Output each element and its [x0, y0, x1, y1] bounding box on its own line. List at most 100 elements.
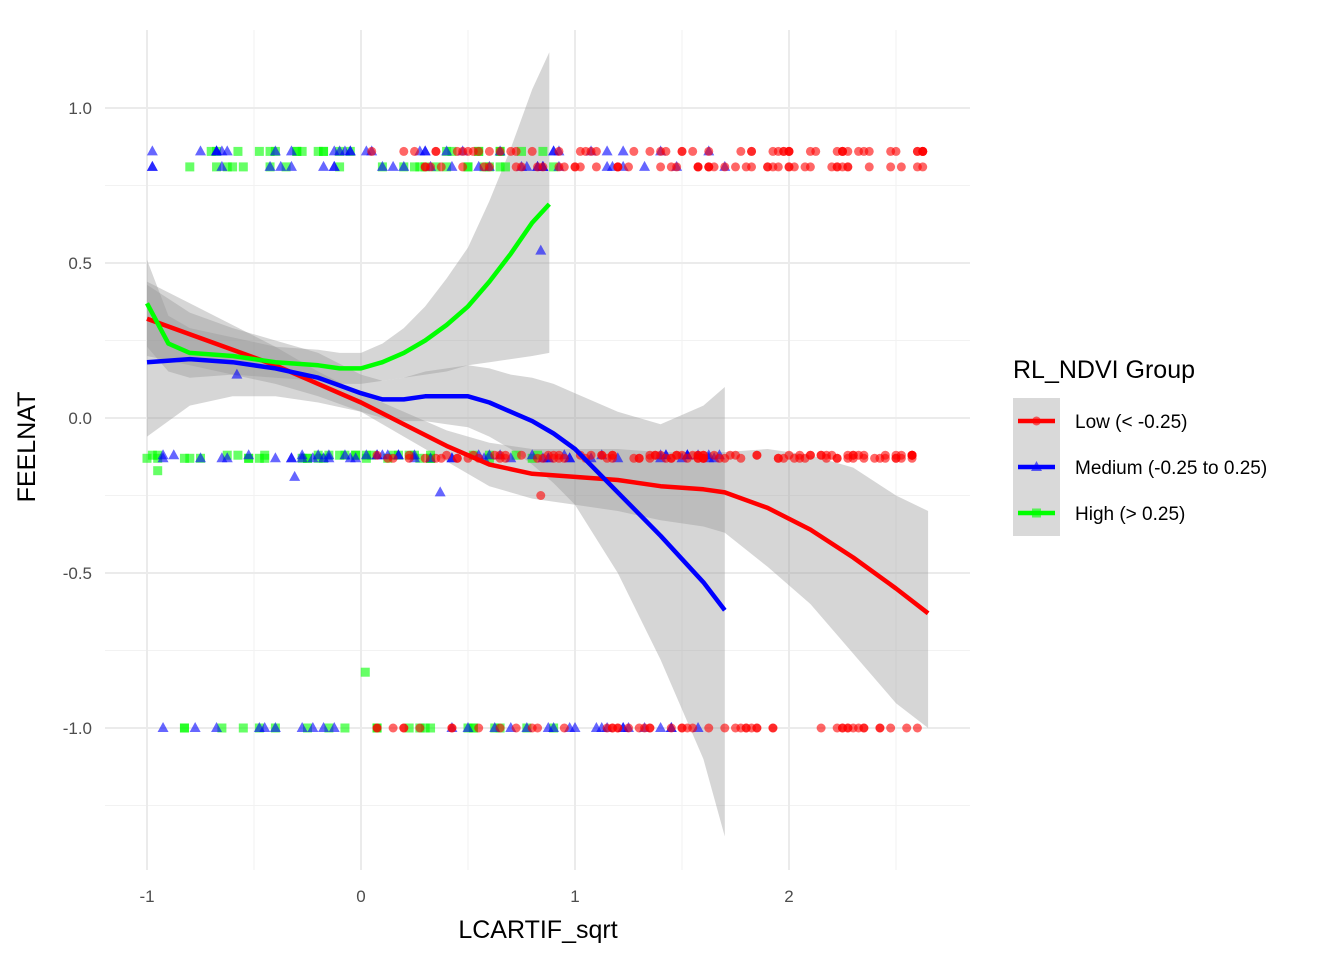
data-point	[693, 450, 703, 460]
data-point	[500, 450, 510, 460]
x-tick-label: 1	[570, 887, 579, 906]
data-point	[285, 160, 297, 171]
data-point	[891, 146, 901, 156]
data-point	[538, 162, 548, 172]
data-point	[854, 723, 864, 733]
data-point	[586, 450, 596, 460]
data-point	[720, 723, 730, 733]
data-point	[307, 452, 319, 463]
data-point	[399, 146, 409, 156]
data-point	[452, 453, 462, 463]
data-point	[527, 146, 537, 156]
data-point	[517, 162, 526, 172]
data-point	[736, 723, 746, 733]
data-point	[661, 146, 671, 156]
x-tick-label: -1	[139, 887, 154, 906]
data-point	[179, 723, 189, 733]
data-point	[222, 162, 232, 172]
data-point	[426, 723, 436, 733]
data-point	[704, 146, 714, 156]
data-point	[328, 160, 340, 171]
data-point	[344, 145, 356, 156]
data-point	[864, 162, 874, 172]
data-point	[398, 160, 410, 171]
y-axis-title: FEELNAT	[13, 392, 41, 503]
data-point	[805, 162, 815, 172]
data-point	[677, 450, 687, 460]
legend-label: High (> 0.25)	[1075, 504, 1185, 525]
data-point	[768, 146, 778, 156]
data-point	[795, 450, 805, 460]
data-point	[312, 449, 324, 460]
data-point	[484, 162, 494, 172]
data-point	[324, 723, 334, 733]
data-point	[468, 723, 478, 733]
data-point	[289, 470, 301, 481]
data-point	[747, 146, 757, 156]
confidence-ribbon	[147, 52, 550, 384]
data-point	[157, 449, 169, 460]
data-point	[211, 722, 223, 732]
data-point	[495, 146, 505, 156]
data-point	[704, 162, 714, 172]
data-point	[645, 146, 655, 156]
data-point	[543, 450, 553, 460]
data-point	[297, 146, 307, 156]
data-point	[709, 450, 719, 460]
legend-title: RL_NDVI Group	[1013, 356, 1195, 384]
legend-marker	[1031, 461, 1042, 471]
data-point	[902, 723, 912, 733]
data-point	[420, 723, 430, 733]
data-point	[281, 162, 291, 172]
data-point	[269, 145, 281, 156]
x-tick-label: 0	[356, 887, 365, 906]
smooth-lines	[145, 202, 930, 616]
data-point	[233, 146, 243, 156]
data-point	[688, 146, 698, 156]
data-point	[854, 450, 864, 460]
data-point	[474, 146, 484, 156]
data-point	[752, 723, 762, 733]
data-point	[195, 452, 206, 463]
data-point	[805, 450, 815, 460]
data-point	[179, 453, 189, 463]
data-point	[677, 723, 687, 733]
data-point	[590, 722, 602, 732]
data-point	[146, 145, 158, 156]
data-point	[474, 723, 484, 733]
data-point	[387, 160, 399, 171]
data-point	[318, 160, 330, 171]
data-point	[360, 667, 370, 677]
data-point	[601, 145, 613, 156]
data-point	[431, 162, 441, 172]
data-point	[367, 146, 377, 156]
data-point	[399, 723, 409, 733]
data-point	[335, 162, 345, 172]
data-point	[410, 162, 419, 172]
data-point	[688, 723, 698, 733]
data-point	[779, 146, 789, 156]
data-point	[843, 723, 853, 733]
data-point	[388, 723, 398, 733]
y-tick-label: -1.0	[63, 719, 92, 738]
data-point	[517, 450, 526, 460]
data-point	[554, 146, 564, 156]
data-point	[731, 162, 740, 172]
data-point	[533, 453, 543, 463]
data-point	[442, 162, 452, 172]
data-point	[189, 722, 201, 732]
data-point	[912, 723, 922, 733]
data-point	[607, 723, 617, 733]
data-point	[747, 162, 757, 172]
legend-marker	[1032, 508, 1041, 518]
data-point	[536, 491, 546, 500]
data-point	[415, 162, 425, 172]
data-point	[736, 146, 746, 156]
data-point	[639, 160, 651, 171]
data-point	[265, 146, 275, 156]
data-point	[511, 723, 521, 733]
legend-label: Medium (-0.25 to 0.25)	[1075, 458, 1267, 479]
data-point	[253, 722, 265, 732]
data-point	[285, 145, 297, 156]
data-point	[318, 722, 330, 732]
